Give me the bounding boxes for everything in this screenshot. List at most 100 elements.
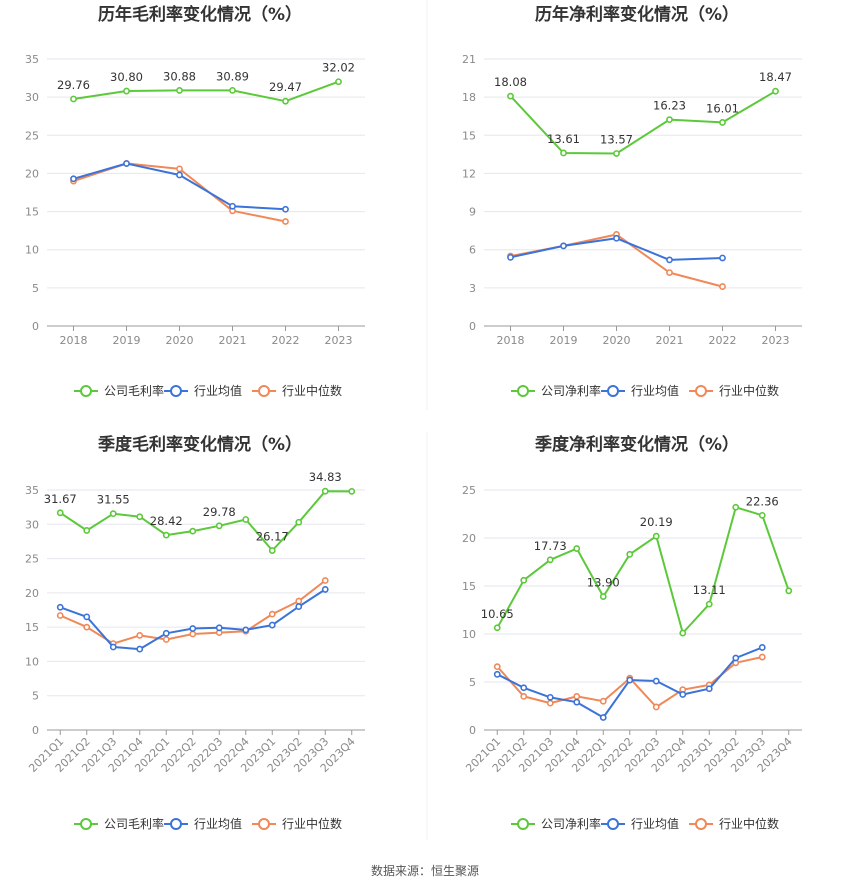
data-point [573,698,581,706]
x-tick-label: 2023 [762,334,790,347]
legend-item: 行业均值 [601,816,679,831]
legend-label: 行业中位数 [719,816,779,831]
y-tick-label: 3 [469,282,476,295]
y-tick-label: 10 [462,628,476,641]
data-label: 16.23 [653,99,686,113]
series-line-行业均值 [59,588,326,651]
data-label: 18.08 [494,75,527,89]
data-label: 20.19 [640,515,673,529]
y-tick-label: 20 [25,587,39,600]
legend-marker [170,818,182,830]
data-point [282,218,289,225]
legend-marker [170,385,182,397]
data-point [560,242,567,250]
data-point [520,693,528,700]
x-tick-label: 2023 [325,334,353,347]
data-point [493,663,501,671]
data-point [56,603,64,611]
legend-item: 行业中位数 [689,383,779,398]
data-point [507,253,514,261]
y-tick-label: 0 [469,724,476,737]
data-point [732,503,740,511]
y-tick-label: 9 [469,206,476,219]
legend-label: 行业均值 [631,816,679,831]
data-point [321,577,329,584]
chart-panel-4: 季度净利率变化情况（%）05101520252021Q12021Q22021Q3… [462,434,802,831]
data-point [335,78,342,86]
data-point [613,234,620,242]
data-label: 13.57 [600,132,633,146]
y-tick-label: 12 [462,167,476,180]
y-tick-label: 20 [462,532,476,545]
data-point [679,629,687,637]
data-point [136,513,144,521]
data-point [493,670,501,678]
data-label: 13.90 [587,576,620,590]
x-tick-label: 2020 [166,334,194,347]
y-tick-label: 25 [25,129,39,142]
chart-title: 历年净利率变化情况（%） [535,4,739,25]
chart-panel-1: 历年毛利率变化情况（%） 0 5 10 15 20 25 30 35 2018 2019 2020 20… [25,4,365,398]
data-point [732,654,740,662]
data-label: 10.65 [481,607,514,621]
data-point [546,556,554,564]
data-point [493,624,501,632]
legend-label: 行业中位数 [282,816,342,831]
x-tick-label: 2021 [656,334,684,347]
legend-item: 行业均值 [601,383,679,398]
data-point [321,487,329,495]
x-tick-label: 2021 [219,334,247,347]
data-label: 13.11 [693,583,726,597]
data-point [268,547,276,554]
legend-label: 公司净利率 [541,816,601,831]
data-point [666,269,673,276]
legend-label: 行业中位数 [719,383,779,398]
data-point [56,612,64,619]
y-tick-label: 15 [462,129,476,142]
chart-panel-3: 季度毛利率变化情况（%）051015202530352021Q12021Q220… [25,434,365,831]
series-line-公司毛利率 [59,490,352,552]
data-point [123,87,130,95]
data-point [109,510,117,518]
data-point [215,624,223,632]
legend-item: 行业均值 [164,816,242,831]
data-label: 32.02 [322,61,355,75]
legend-item: 公司毛利率 [74,383,164,398]
legend-label: 公司净利率 [541,383,601,398]
data-point [652,532,660,540]
legend-label: 行业均值 [194,383,242,398]
y-tick-label: 30 [25,518,39,531]
data-point [229,86,236,94]
data-point [772,87,779,95]
data-point [162,636,170,643]
y-tick-label: 30 [25,91,39,104]
data-point [626,550,634,558]
data-point [136,631,144,639]
y-tick-label: 21 [462,53,476,66]
data-label: 30.89 [216,69,249,83]
series-line-公司净利率 [496,506,790,634]
data-label: 18.47 [759,70,792,84]
legend-marker [607,385,619,397]
data-point [758,511,766,519]
data-point [520,684,528,692]
legend-item: 行业均值 [164,383,242,398]
data-point [599,714,607,721]
y-tick-label: 10 [25,655,39,668]
series-line-公司净利率 [509,90,777,155]
data-label: 22.36 [746,494,779,508]
data-point [599,593,607,600]
data-point [295,603,303,610]
data-point [705,600,713,608]
y-tick-label: 5 [469,676,476,689]
legend-marker [80,818,92,830]
data-point [705,685,713,693]
data-point [123,160,130,167]
data-point [268,621,276,629]
legend-label: 行业均值 [194,816,242,831]
data-label: 34.83 [309,470,342,484]
data-point [573,693,581,700]
y-tick-label: 0 [469,320,476,333]
data-point [70,175,77,183]
